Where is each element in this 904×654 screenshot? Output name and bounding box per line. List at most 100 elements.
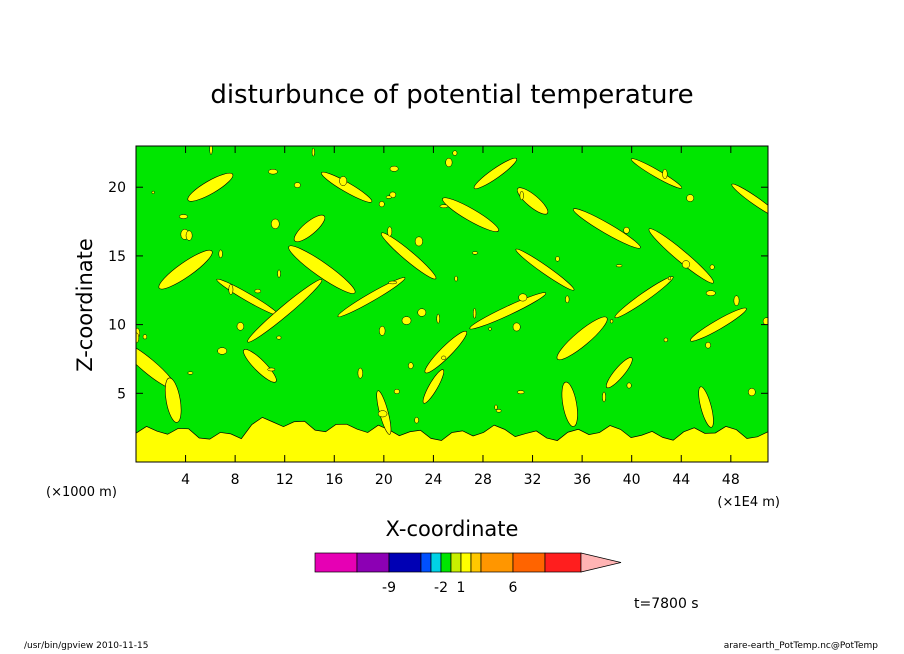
- anomaly-streak: [321, 171, 373, 203]
- y-tick-label: 20: [108, 180, 126, 196]
- colorbar-tick-label: 1: [457, 580, 466, 596]
- anomaly-blob: [705, 290, 716, 296]
- anomaly-blob: [142, 334, 147, 340]
- anomaly-blob: [748, 388, 756, 397]
- anomaly-blob: [378, 201, 385, 208]
- anomaly-blob: [389, 165, 399, 172]
- anomaly-streak: [561, 381, 578, 427]
- x-unit-right: (×1E4 m): [717, 495, 780, 510]
- anomaly-blob: [441, 355, 447, 361]
- x-tick-label: 24: [424, 472, 442, 488]
- anomaly-blob: [385, 195, 392, 199]
- anomaly-blob: [357, 367, 363, 379]
- y-tick-label: 5: [117, 386, 126, 402]
- colorbar-swatch: [460, 552, 472, 573]
- anomaly-blob: [610, 319, 614, 324]
- colorbar-swatch: [314, 552, 358, 573]
- anomaly-streak: [516, 187, 549, 215]
- x-tick-label: 20: [375, 472, 393, 488]
- anomaly-blob: [626, 382, 632, 389]
- colorbar-swatch: [544, 552, 582, 573]
- anomaly-streak: [288, 245, 356, 294]
- anomaly-streak: [422, 369, 445, 404]
- colorbar-tick-label: 6: [509, 580, 518, 596]
- x-tick-label: 36: [573, 472, 591, 488]
- anomaly-blob: [408, 362, 414, 369]
- x-tick-label: 8: [231, 472, 240, 488]
- anomaly-streak: [424, 330, 467, 374]
- anomaly-blob: [439, 204, 449, 209]
- colorbar-swatch: [430, 552, 442, 573]
- anomaly-blob: [217, 347, 228, 355]
- anomaly-blob: [417, 308, 427, 317]
- field-background: [136, 146, 768, 462]
- anomaly-blob: [236, 322, 245, 331]
- x-axis-ticks: 4 8 12 16 20 24 28 32 36 40 44 48: [181, 146, 740, 488]
- anomaly-blob: [268, 169, 278, 175]
- anomaly-blob: [615, 264, 623, 268]
- surface-layer: [136, 416, 768, 462]
- colorbar-swatch: [480, 552, 514, 573]
- anomaly-streak: [247, 279, 323, 343]
- anomaly-blob: [452, 150, 458, 156]
- anomaly-blob: [496, 409, 502, 413]
- anomaly-blob: [294, 182, 301, 188]
- anomaly-streak: [158, 249, 213, 290]
- x-axis-label: X-coordinate: [386, 517, 519, 541]
- anomaly-streak: [442, 197, 499, 232]
- footer-right: arare-earth_PotTemp.nc@PotTemp: [723, 641, 878, 651]
- y-axis-label: Z-coordinate: [73, 238, 97, 372]
- anomaly-blob: [393, 389, 400, 394]
- x-unit-left: (×1000 m): [46, 485, 117, 500]
- y-tick-label: 10: [108, 318, 126, 334]
- anomaly-blob: [136, 332, 140, 344]
- anomaly-blob: [387, 226, 393, 237]
- anomaly-streak: [573, 208, 641, 249]
- anomaly-streak: [337, 277, 406, 318]
- anomaly-blob: [518, 293, 528, 302]
- anomaly-blob: [270, 218, 280, 229]
- x-tick-label: 4: [181, 472, 190, 488]
- anomaly-blob: [209, 146, 213, 155]
- anomaly-streak: [473, 157, 517, 190]
- anomaly-blob: [488, 327, 492, 331]
- anomaly-streak: [187, 172, 234, 202]
- anomaly-streak: [698, 386, 714, 428]
- colorbar-tick-label: -2: [434, 580, 448, 596]
- anomaly-blob: [414, 417, 419, 424]
- anomaly-blob: [436, 313, 440, 324]
- anomaly-blob: [555, 256, 560, 262]
- anomaly-blob: [151, 190, 155, 194]
- anomaly-blob: [179, 214, 188, 219]
- anomaly-blob: [602, 391, 606, 403]
- anomaly-streak: [164, 377, 182, 423]
- anomaly-streak: [293, 214, 326, 243]
- anomaly-blob: [379, 325, 386, 336]
- x-tick-label: 40: [623, 472, 641, 488]
- colorbar-tick-label: -9: [382, 580, 396, 596]
- colorbar-swatch: [512, 552, 546, 573]
- time-label: t=7800 s: [634, 596, 699, 612]
- y-axis-ticks: 5 10 15 20: [108, 180, 768, 402]
- anomaly-streak: [515, 248, 575, 291]
- colorbar-swatch: [420, 552, 432, 573]
- anomaly-blob: [267, 367, 276, 372]
- colorbar-swatch: [450, 552, 462, 573]
- anomaly-blob: [686, 194, 695, 202]
- anomaly-blob: [454, 275, 458, 282]
- anomaly-blob: [276, 335, 282, 340]
- anomaly-blob: [733, 295, 740, 306]
- anomaly-blob: [494, 404, 498, 410]
- colorbar-arrow: [580, 552, 622, 573]
- x-tick-label: 28: [474, 472, 492, 488]
- y-tick-label: 15: [108, 249, 126, 265]
- anomaly-blob: [311, 147, 315, 157]
- anomaly-blob: [218, 249, 223, 259]
- plot-frame: [135, 145, 769, 463]
- anomaly-blob: [709, 264, 715, 270]
- anomaly-blob: [388, 280, 398, 285]
- anomaly-blob: [762, 317, 768, 326]
- footer-left: /usr/bin/gpview 2010-11-15: [24, 641, 149, 651]
- anomaly-blob: [512, 322, 521, 332]
